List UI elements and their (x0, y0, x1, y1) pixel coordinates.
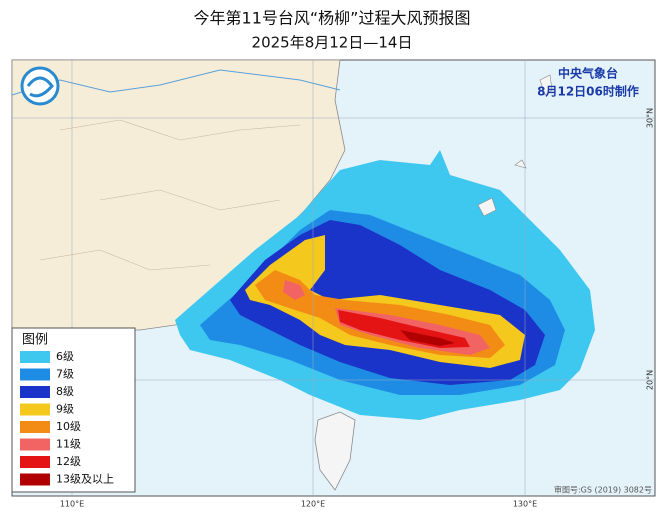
legend-label: 10级 (56, 420, 81, 433)
issued: 8月12日06时制作 (537, 84, 639, 99)
legend-label: 12级 (56, 455, 81, 468)
agency: 中央气象台 (558, 66, 618, 81)
zone-11 (283, 280, 305, 300)
zone-13 (400, 330, 455, 346)
legend-swatch (20, 421, 50, 433)
legend-label: 8级 (56, 385, 74, 398)
lat-label: 20°N (646, 370, 655, 390)
legend-label: 9级 (56, 403, 74, 416)
subtitle: 2025年8月12日—14日 (252, 34, 413, 52)
legend-label: 6级 (56, 350, 74, 363)
lon-label: 120°E (301, 500, 325, 509)
legend-title: 图例 (22, 333, 48, 348)
legend-swatch (20, 386, 50, 398)
legend-swatch (20, 403, 50, 416)
islands (477, 74, 553, 217)
island (314, 411, 356, 491)
legend-swatch (20, 473, 50, 486)
legend-swatch (20, 438, 50, 451)
legend-label: 11级 (56, 438, 81, 451)
legend-items: 6级 7级 8级 9级 10级 11级 12级 13级及以上 (20, 350, 114, 486)
title: 今年第11号台风“杨柳”过程大风预报图 (194, 9, 471, 28)
lon-label: 130°E (513, 500, 537, 509)
legend-swatch (20, 456, 50, 468)
review-number: 审图号:GS (2019) 3082号 (554, 485, 652, 495)
legend-swatch (20, 368, 50, 381)
lon-label: 110°E (60, 500, 84, 509)
river (11, 69, 341, 96)
legend-label: 13级及以上 (56, 473, 114, 486)
logo (20, 66, 60, 106)
legend-swatch (20, 351, 50, 363)
province-borders (39, 119, 301, 271)
lat-label: 30°N (646, 108, 655, 128)
wind-zones (175, 150, 595, 420)
legend-label: 7级 (56, 368, 74, 381)
